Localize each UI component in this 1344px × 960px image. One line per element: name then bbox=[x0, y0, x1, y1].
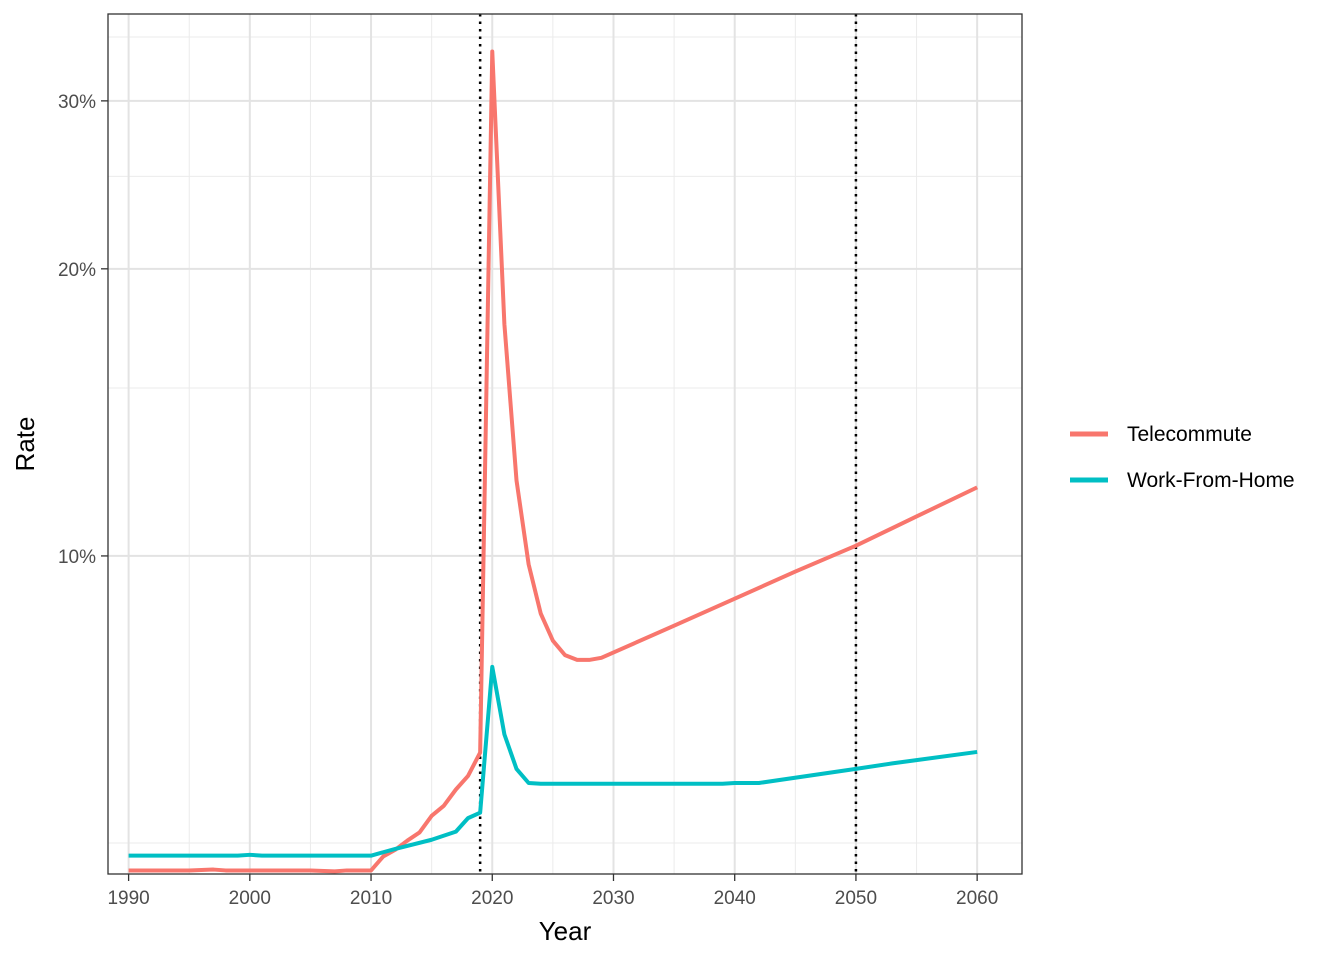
y-axis-title: Rate bbox=[10, 417, 40, 472]
x-tick-label: 2040 bbox=[714, 888, 756, 909]
series-lines bbox=[128, 49, 979, 874]
plot-panel bbox=[108, 14, 1022, 874]
x-tick-label: 1990 bbox=[107, 888, 149, 909]
x-tick-label: 2010 bbox=[350, 888, 392, 909]
x-tick-label: 2020 bbox=[471, 888, 513, 909]
series-line-work-from-home bbox=[128, 664, 978, 858]
reference-lines bbox=[478, 14, 858, 874]
plot-border bbox=[107, 13, 1023, 875]
legend-label: Telecommute bbox=[1127, 423, 1252, 446]
x-tick-label: 2030 bbox=[592, 888, 634, 909]
x-tick-label: 2060 bbox=[956, 888, 998, 909]
x-axis-title: Year bbox=[539, 916, 592, 946]
legend: Telecommute Work-From-Home bbox=[1070, 423, 1295, 492]
y-tick-label: 10% bbox=[58, 547, 96, 568]
x-axis: 1990 2000 2010 2020 2030 2040 2050 2060 bbox=[107, 874, 998, 909]
minor-gridlines bbox=[108, 14, 1022, 874]
y-axis: 10% 20% 30% bbox=[58, 92, 108, 568]
y-tick-label: 20% bbox=[58, 260, 96, 281]
y-tick-label: 30% bbox=[58, 92, 96, 113]
series-line-telecommute bbox=[128, 49, 979, 874]
x-tick-label: 2000 bbox=[229, 888, 271, 909]
x-tick-label: 2050 bbox=[835, 888, 877, 909]
legend-label: Work-From-Home bbox=[1127, 469, 1295, 492]
